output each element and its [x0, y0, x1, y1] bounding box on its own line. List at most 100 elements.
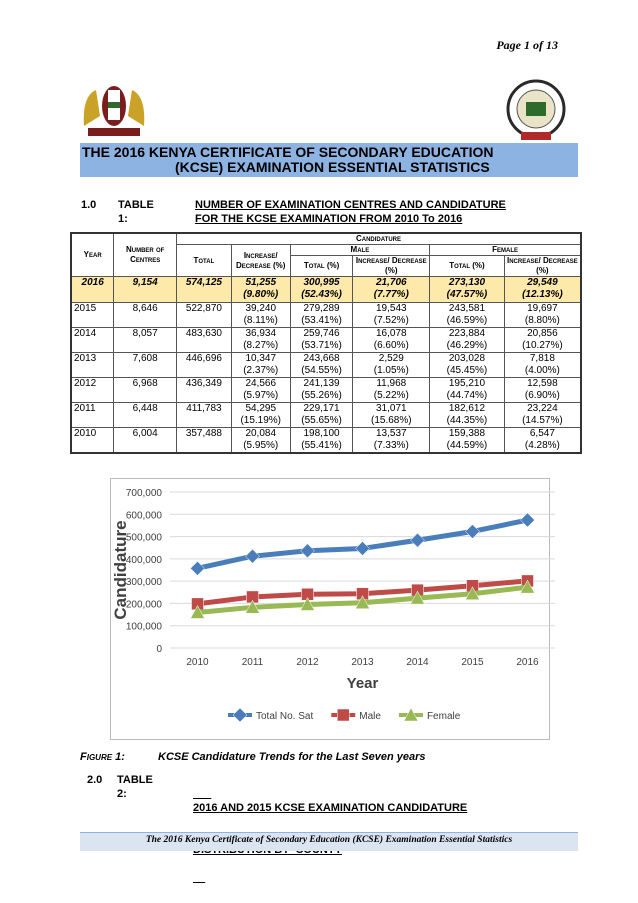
cell-text: 7,818	[529, 353, 555, 364]
section-title-line: 2016 AND 2015 KCSE EXAMINATION CANDIDATU…	[193, 802, 468, 814]
cell-text: 19,697	[527, 303, 558, 314]
table-cell: 198,100 (55.41%)	[289, 427, 354, 454]
coat-of-arms	[83, 86, 145, 136]
table-cell: 300,995 (52.43%)	[289, 276, 354, 303]
title-line: (KCSE) EXAMINATION ESSENTIAL STATISTICS	[175, 159, 490, 175]
cell-text: (6.60%)	[373, 340, 409, 351]
section-label: TABLE 1:	[118, 199, 154, 225]
cell-text: (7.77%)	[373, 289, 409, 300]
cell-text: 259,746	[303, 328, 340, 339]
header-cell: Number of Centres	[113, 232, 177, 277]
table-cell: 411,783	[175, 402, 232, 428]
cell-text: (9.80%)	[243, 289, 279, 300]
table-cell: 2016	[70, 276, 115, 303]
table-cell: 13,537 (7.33%)	[352, 427, 431, 454]
y-axis-label: Candidature	[111, 520, 130, 619]
cell-text: 23,224	[527, 403, 558, 414]
footer: The 2016 Kenya Certificate of Secondary …	[145, 835, 513, 845]
legend-label: Male	[359, 711, 381, 722]
table-cell: 6,547 (4.28%)	[503, 427, 582, 454]
point-marker	[190, 560, 205, 576]
cell-text: 241,139	[303, 378, 340, 389]
y-tick-label: 100,000	[126, 622, 163, 633]
cell-text: (4.00%)	[524, 365, 560, 376]
point-marker	[355, 541, 370, 556]
cell-text: 16,078	[375, 328, 407, 339]
section-label: TABLE 2:	[117, 774, 153, 800]
table-cell: 10,347 (2.37%)	[230, 352, 291, 378]
table-cell: 223,884 (46.29%)	[429, 327, 505, 353]
section-title-line: NUMBER OF EXAMINATION CENTRES AND CANDID…	[195, 199, 506, 211]
cell-text: 9,154	[132, 277, 158, 288]
cell-text: (7.52%)	[373, 315, 409, 326]
table-cell: 229,171 (55.65%)	[289, 402, 354, 428]
cell-text: 300,995	[303, 277, 340, 288]
cell-text: 6,547	[529, 428, 555, 439]
cell-text: 13,537	[375, 428, 407, 439]
cell-text: (7.33%)	[373, 440, 409, 451]
table-cell: 574,125	[175, 276, 232, 303]
cell-text: 11,968	[376, 378, 407, 389]
cell-text: 20,084	[245, 428, 277, 439]
cell-text: (52.43%)	[301, 289, 342, 300]
y-tick-label: 0	[156, 644, 162, 655]
table-cell: 36,934 (8.27%)	[230, 327, 291, 353]
cell-text: 6,448	[132, 403, 158, 414]
point-marker	[520, 512, 535, 528]
cell-text: 8,646	[132, 303, 158, 314]
cell-text: (8.80%)	[524, 315, 560, 326]
x-tick-label: 2012	[296, 657, 319, 668]
table-cell: 9,154	[113, 276, 177, 303]
table-cell: 16,078 (6.60%)	[352, 327, 431, 353]
cell-text: 2010	[74, 428, 97, 439]
cell-text: (2.37%)	[243, 365, 279, 376]
cell-text: 243,581	[448, 303, 486, 314]
cell-text: 6,968	[132, 378, 158, 389]
table-cell: 483,630	[175, 327, 232, 353]
cell-text: 7,608	[132, 353, 158, 364]
table-cell: 20,856 (10.27%)	[503, 327, 582, 353]
cell-text: 10,347	[245, 353, 277, 364]
cell-text: 2013	[74, 353, 97, 364]
table-cell: 182,612 (44.35%)	[429, 402, 505, 428]
cell-text: 243,668	[303, 353, 340, 364]
cell-text: 2,529	[378, 353, 404, 364]
table-cell: 20,084 (5.95%)	[230, 427, 291, 454]
title-band	[80, 143, 578, 177]
cell-text: 2012	[74, 378, 97, 389]
cell-text: 223,884	[448, 328, 486, 339]
figure-text: KCSE Candidature Trends for the Last Sev…	[158, 751, 426, 763]
table-cell: 6,448	[113, 402, 177, 428]
cell-text: (53.41%)	[301, 315, 342, 326]
legend-label: Female	[427, 711, 461, 722]
table-cell: 54,295 (15.19%)	[230, 402, 291, 428]
cell-text: (46.29%)	[446, 340, 488, 351]
cell-text: 2011	[74, 403, 96, 414]
cell-text: 2015	[74, 303, 97, 314]
cell-text: (44.74%)	[446, 390, 488, 401]
x-tick-label: 2013	[351, 657, 374, 668]
cell-text: (1.05%)	[373, 365, 409, 376]
cell-text: 411,783	[186, 403, 222, 414]
y-tick-label: 300,000	[126, 577, 163, 588]
table-cell: 279,289 (53.41%)	[289, 302, 354, 328]
cell-text: 357,488	[185, 428, 222, 439]
cell-text: 279,289	[303, 303, 340, 314]
council-logo	[506, 79, 566, 140]
footer-band	[80, 832, 578, 851]
section-number: 1.0	[81, 199, 97, 211]
y-tick-label: 600,000	[126, 510, 163, 521]
cell-text: 6,004	[132, 428, 158, 439]
table-cell: 19,543 (7.52%)	[352, 302, 431, 328]
table-cell: 2010	[70, 427, 115, 454]
cell-text: (5.97%)	[243, 390, 279, 401]
cell-text: (15.19%)	[240, 415, 282, 426]
cell-text: 522,870	[185, 303, 222, 314]
table-row: 2016 9,154 574,125 51,255 (9.80%) 300,995 (52.…	[70, 276, 582, 303]
table-cell: 243,581 (46.59%)	[429, 302, 505, 328]
data-table: Year Number of Centres Candidature Total…	[70, 232, 582, 454]
table-cell: 159,388 (44.59%)	[429, 427, 505, 454]
point-marker	[520, 579, 535, 594]
cell-text: 24,566	[245, 378, 277, 389]
